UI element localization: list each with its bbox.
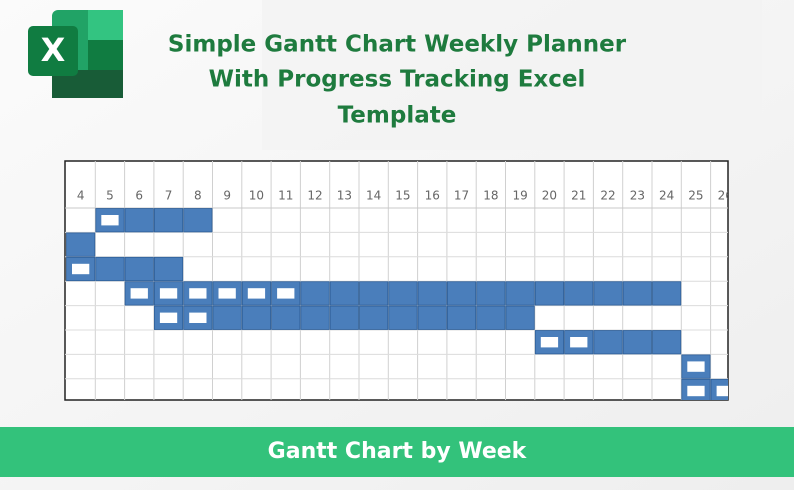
progress-marker — [218, 288, 236, 299]
task-cell — [329, 305, 359, 330]
title-line: With Progress Tracking Excel — [209, 67, 586, 93]
week-label: 10 — [249, 189, 264, 203]
week-label: 14 — [366, 189, 381, 203]
task-cell — [652, 281, 682, 306]
task-cell — [652, 330, 682, 355]
task-cell — [476, 281, 506, 306]
task-cell — [534, 281, 564, 306]
task-cell — [183, 208, 213, 233]
week-label: 11 — [278, 189, 293, 203]
task-cell — [124, 208, 154, 233]
task-cell — [388, 281, 418, 306]
progress-marker — [130, 288, 148, 299]
task-cell — [95, 256, 125, 282]
task-cell — [593, 281, 623, 306]
backdrop-screen — [262, 0, 762, 150]
task-cell — [241, 305, 272, 330]
week-label: 13 — [337, 189, 352, 203]
task-cell — [300, 305, 330, 330]
title-line: Simple Gantt Chart Weekly Planner — [168, 32, 627, 58]
progress-marker — [687, 361, 705, 372]
week-label: 17 — [454, 189, 469, 203]
task-cell — [388, 305, 418, 330]
task-cell — [153, 256, 184, 282]
week-label: 16 — [425, 189, 440, 203]
progress-marker — [687, 385, 705, 397]
title-line: Template — [338, 103, 457, 129]
task-cell — [446, 305, 477, 330]
week-label: 26 — [718, 189, 733, 203]
task-cell — [417, 305, 447, 330]
footer-label: Gantt Chart by Week — [268, 439, 528, 464]
task-cell — [593, 330, 623, 355]
week-label: 15 — [395, 189, 410, 203]
week-label: 9 — [223, 189, 231, 203]
week-label: 12 — [307, 189, 322, 203]
progress-marker — [277, 288, 295, 299]
week-label: 25 — [688, 189, 703, 203]
task-cell — [212, 305, 242, 330]
progress-marker — [101, 215, 119, 226]
week-label: 18 — [483, 189, 498, 203]
logo-letter: X — [41, 31, 66, 69]
week-label: 5 — [106, 189, 114, 203]
progress-marker — [540, 337, 559, 348]
week-label: 22 — [600, 189, 615, 203]
task-cell — [622, 281, 652, 306]
task-cell — [476, 305, 506, 330]
task-cell — [359, 281, 389, 306]
week-label: 21 — [571, 189, 586, 203]
week-label: 7 — [165, 189, 173, 203]
task-cell — [153, 208, 184, 233]
week-label: 23 — [630, 189, 645, 203]
progress-marker — [72, 263, 90, 275]
task-cell — [505, 281, 535, 306]
task-cell — [417, 281, 447, 306]
progress-marker — [247, 288, 266, 299]
task-cell — [124, 256, 154, 282]
task-cell — [329, 281, 359, 306]
progress-marker — [570, 337, 588, 348]
week-label: 24 — [659, 189, 674, 203]
progress-marker — [716, 385, 728, 397]
task-cell — [66, 232, 96, 257]
week-label: 19 — [513, 189, 528, 203]
task-cell — [622, 330, 652, 355]
week-label: 20 — [542, 189, 557, 203]
progress-marker — [189, 312, 207, 323]
week-label: 4 — [77, 189, 85, 203]
task-cell — [505, 305, 535, 330]
progress-marker — [159, 288, 178, 299]
task-cell — [271, 305, 301, 330]
week-label: 6 — [135, 189, 143, 203]
excel-logo: X — [28, 10, 123, 98]
task-cell — [446, 281, 477, 306]
task-cell — [564, 281, 594, 306]
footer-band — [0, 427, 794, 477]
progress-marker — [189, 288, 207, 299]
progress-marker — [159, 312, 178, 323]
task-cell — [300, 281, 330, 306]
week-label: 8 — [194, 189, 202, 203]
task-cell — [359, 305, 389, 330]
